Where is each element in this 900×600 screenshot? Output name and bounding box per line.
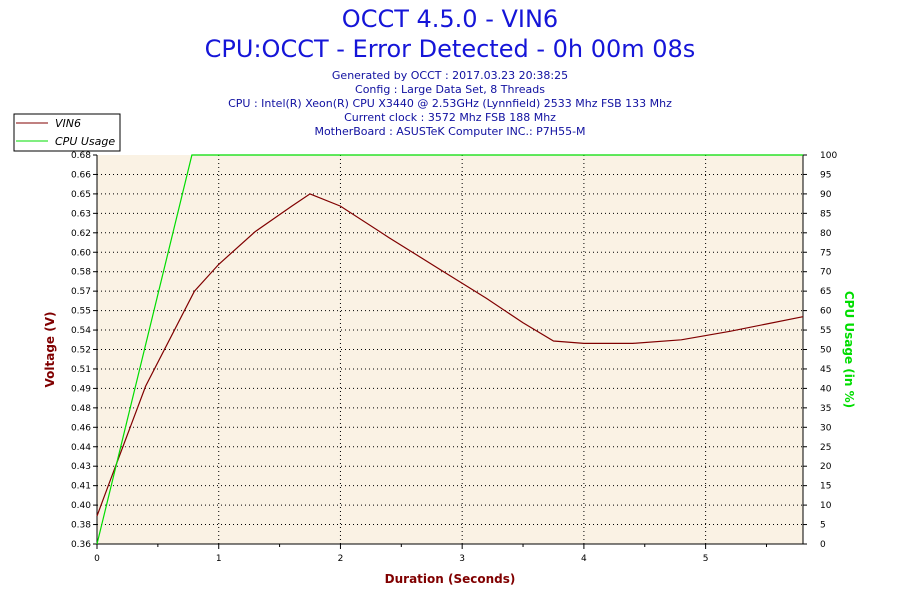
info-motherboard: MotherBoard : ASUSTeK Computer INC.: P7H… [314,125,586,138]
y2-tick-label: 15 [820,482,831,492]
y-axis-label: Voltage (V) [43,312,57,388]
y2-tick-label: 5 [820,521,826,531]
y-tick-label: 0.66 [71,170,91,180]
legend-label-vin6: VIN6 [55,117,81,130]
y2-tick-label: 35 [820,404,831,414]
series-group [96,154,804,545]
x-tick-label: 2 [338,554,344,564]
x-tick-label: 1 [216,554,222,564]
info-generated: Generated by OCCT : 2017.03.23 20:38:25 [331,69,569,82]
x-tick-label: 4 [581,554,587,564]
y2-tick-label: 55 [820,326,831,336]
x-tick-label: 3 [459,554,465,564]
y-tick-label: 0.49 [71,384,91,394]
y2-tick-label: 90 [820,190,832,200]
y-tick-label: 0.40 [71,501,91,511]
info-config: Config : Large Data Set, 8 Threads [355,83,545,96]
y-tick-label: 0.51 [71,365,91,375]
y-tick-label: 0.36 [71,540,91,550]
y-tick-label: 0.43 [71,462,91,472]
y-tick-label: 0.44 [71,443,91,453]
info-cpu: CPU : Intel(R) Xeon(R) CPU X3440 @ 2.53G… [228,97,672,110]
y2-tick-label: 60 [820,307,832,317]
y-tick-label: 0.62 [71,229,91,239]
y-tick-label: 0.65 [71,190,91,200]
y2-tick-label: 0 [820,540,826,550]
y2-tick-label: 10 [820,501,832,511]
y-tick-label: 0.58 [71,268,91,278]
x-axis-ticks: 0 1 2 3 4 5 [94,544,767,564]
y-tick-label: 0.54 [71,326,91,336]
x-tick-label: 0 [94,554,100,564]
y2-tick-label: 75 [820,248,831,258]
series-line-cpu-usage [96,154,803,545]
legend: VIN6 CPU Usage [13,113,121,152]
y2-tick-label: 80 [820,229,832,239]
y2-tick-label: 50 [820,346,832,356]
series-line-vin6 [96,193,804,517]
y-tick-label: 0.68 [71,151,91,161]
legend-label-cpu-usage: CPU Usage [55,135,115,148]
y2-axis-label: CPU Usage (in %) [842,291,856,408]
info-clock: Current clock : 3572 Mhz FSB 188 Mhz [344,111,556,124]
y-tick-label: 0.63 [71,209,91,219]
y2-tick-label: 95 [820,170,831,180]
chart-title: OCCT 4.5.0 - VIN6 [341,5,559,33]
y-tick-label: 0.55 [71,307,91,317]
y2-tick-label: 100 [820,151,837,161]
y2-tick-label: 40 [820,384,832,394]
y-tick-label: 0.60 [71,248,91,258]
y2-tick-label: 65 [820,287,831,297]
y2-axis-ticks: 0 5 10 15 20 25 30 35 40 45 50 55 60 65 70 75 80 85 90 95 10… [803,151,837,550]
legend-box [13,113,121,152]
y-tick-label: 0.57 [71,287,91,297]
grid-lines [97,155,803,544]
y2-tick-label: 45 [820,365,831,375]
y2-tick-label: 30 [820,423,832,433]
y-axis-ticks: 0.36 0.38 0.40 0.41 0.43 0.44 0.46 0.48 0.49 0.51… [71,151,97,550]
y2-tick-label: 85 [820,209,831,219]
y-tick-label: 0.48 [71,404,91,414]
x-tick-label: 5 [703,554,709,564]
y-tick-label: 0.46 [71,423,91,433]
y-tick-label: 0.41 [71,482,91,492]
x-axis-label: Duration (Seconds) [385,572,516,586]
y2-tick-label: 20 [820,462,832,472]
y-tick-label: 0.52 [71,346,91,356]
y2-tick-label: 25 [820,443,831,453]
y-tick-label: 0.38 [71,521,91,531]
chart-subtitle: CPU:OCCT - Error Detected - 0h 00m 08s [204,35,696,63]
y2-tick-label: 70 [820,268,832,278]
